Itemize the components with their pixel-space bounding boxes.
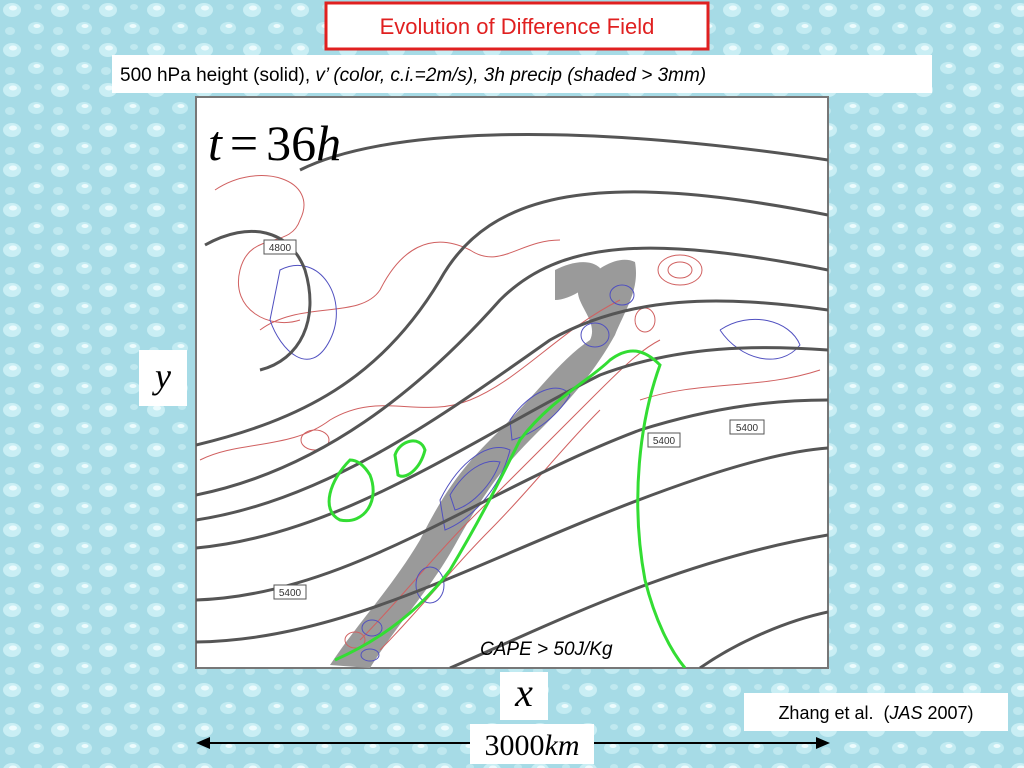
subtitle-box [112, 55, 932, 93]
scale-unit: km [545, 729, 580, 762]
height-contour [196, 398, 828, 602]
contour-label: 5400 [653, 436, 676, 447]
contour [719, 318, 801, 360]
height-contour [204, 229, 312, 372]
scale-bar: 3000km [196, 724, 830, 764]
height-contour [196, 246, 828, 497]
scale-label: 3000km [485, 729, 580, 762]
subtitle-plain: 500 hPa height (solid), [120, 65, 315, 86]
citation-authors: Zhang et al. ( [778, 703, 889, 723]
red-contours [199, 175, 821, 651]
time-var: t [208, 115, 223, 171]
contour [439, 446, 511, 531]
contour-labels: 4800 5400 5400 5400 [263, 239, 765, 600]
time-label: t = 36h [208, 115, 341, 171]
contour [269, 264, 337, 360]
subtitle: 500 hPa height (solid), v’ (color, c.i.=… [120, 65, 706, 86]
y-axis-label: y [152, 356, 171, 396]
time-unit: h [316, 115, 341, 171]
arrow-head [816, 737, 830, 749]
cape-annotation: CAPE > 50J/Kg [480, 639, 613, 660]
arrow-head [196, 737, 210, 749]
label-box [263, 239, 297, 255]
figure: 4800 5400 5400 5400 t = 36h CAPE > 50J/Kg [195, 96, 829, 669]
contour [609, 284, 635, 306]
contour-label: 5400 [279, 588, 302, 599]
title: Evolution of Difference Field [380, 14, 655, 39]
contour [657, 254, 703, 286]
cape-contours [327, 349, 687, 668]
figure-frame [195, 96, 829, 669]
contour [667, 261, 693, 279]
contour [580, 322, 610, 348]
height-contour [196, 299, 828, 522]
citation-year: 2007) [923, 703, 974, 723]
label-box [647, 432, 681, 448]
height-contour [196, 346, 828, 550]
title-box [324, 1, 710, 51]
height-contour [449, 533, 828, 668]
contour-label: 5400 [736, 423, 759, 434]
x-axis-label: x [514, 670, 533, 715]
precip-shading [555, 262, 600, 300]
citation-box [744, 693, 1008, 731]
contour [259, 239, 561, 331]
cape-contour [393, 439, 427, 478]
scale-box [470, 724, 594, 764]
contour [199, 299, 621, 461]
contour [361, 619, 383, 637]
blue-contours [269, 264, 801, 662]
height-contour [299, 133, 828, 172]
height-contour [196, 446, 828, 644]
contour [214, 175, 305, 324]
height-contour [196, 190, 828, 447]
cape-contour [327, 458, 375, 523]
time-eq: = [230, 115, 258, 171]
subtitle-italic: v’ (color, c.i.=2m/s), 3h precip (shaded… [315, 65, 706, 86]
contour [344, 631, 366, 649]
label-box [273, 584, 307, 600]
time-num: 36 [266, 115, 316, 171]
height-contour [699, 610, 828, 668]
citation: Zhang et al. (JAS 2007) [778, 703, 973, 723]
label-box [729, 419, 765, 435]
contour-label: 4800 [269, 243, 292, 254]
contour [639, 369, 821, 401]
contour [360, 648, 380, 662]
contour [415, 566, 445, 604]
contour [359, 339, 661, 641]
x-label-box [500, 672, 548, 720]
y-label-box [139, 350, 187, 406]
contour [449, 460, 501, 511]
cape-contour [334, 349, 687, 668]
scale-number: 3000 [485, 729, 545, 762]
height-contours [196, 133, 828, 668]
citation-journal: JAS [889, 703, 923, 723]
contour [379, 409, 601, 651]
